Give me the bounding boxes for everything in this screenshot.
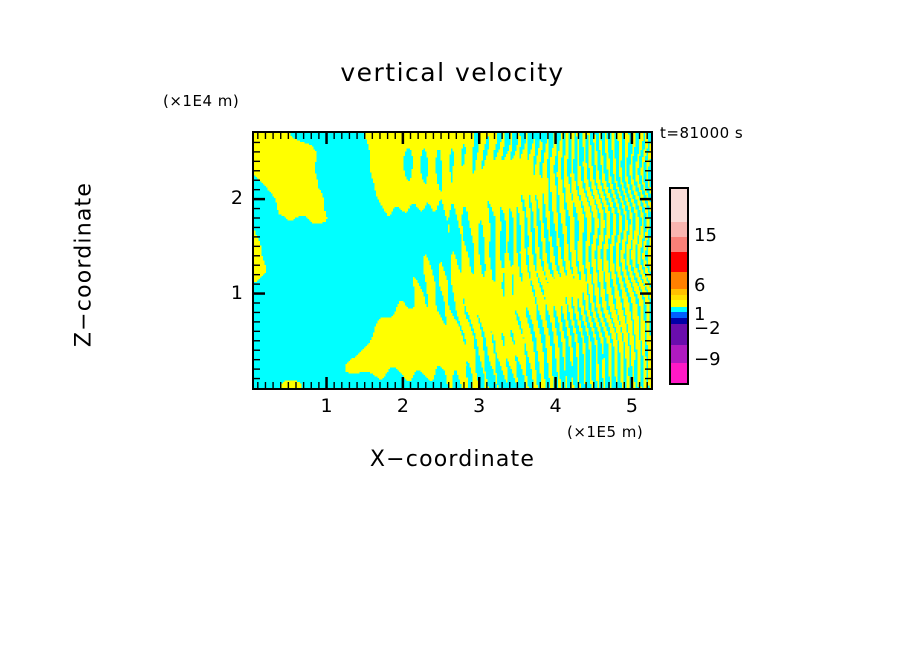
colorbar-label: 6 [694, 275, 706, 296]
colorbar-label: 15 [694, 224, 717, 246]
colorbar-band [671, 294, 687, 301]
x-tick-label: 4 [549, 395, 562, 417]
x-axis-units-label: (×1E5 m) [567, 423, 644, 441]
colorbar-band [671, 289, 687, 295]
page-title: vertical velocity [340, 58, 565, 87]
colorbar [669, 187, 689, 385]
colorbar-band [671, 189, 687, 222]
y-tick-label: 1 [230, 281, 243, 304]
colorbar-band [671, 300, 687, 307]
colorbar-band [671, 306, 687, 313]
x-tick-label: 2 [396, 395, 409, 417]
field-positive-region [254, 133, 651, 388]
time-annotation: t=81000 s [660, 124, 744, 142]
vertical-velocity-field [254, 133, 651, 388]
y-axis-label: Z−coordinate [71, 181, 97, 348]
x-axis-label: X−coordinate [369, 447, 536, 472]
colorbar-band [671, 363, 687, 383]
axis-tick-marks [254, 133, 651, 388]
colorbar-label: −2 [694, 317, 721, 339]
x-tick-label: 3 [473, 395, 486, 417]
colorbar-label: 1 [694, 303, 706, 325]
colorbar-band [671, 317, 687, 325]
colorbar-band [671, 221, 687, 237]
colorbar-band [671, 344, 687, 364]
colorbar-label: −9 [694, 349, 721, 371]
contour-plot-area [252, 131, 653, 390]
x-tick-label: 5 [625, 395, 638, 417]
y-tick-label: 2 [230, 187, 243, 210]
y-axis-units-label: (×1E4 m) [163, 92, 240, 110]
colorbar-band [671, 252, 687, 272]
colorbar-band [671, 271, 687, 290]
colorbar-band [671, 236, 687, 253]
colorbar-band [671, 324, 687, 345]
colorbar-band [671, 312, 687, 318]
x-tick-label: 1 [320, 395, 333, 417]
